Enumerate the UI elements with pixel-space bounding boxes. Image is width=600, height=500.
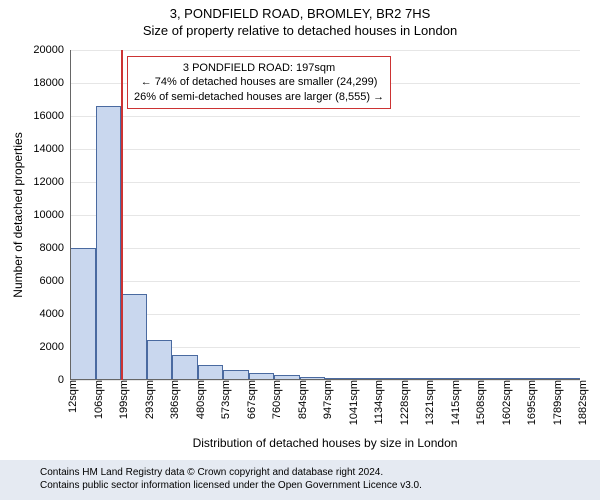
x-tick-label: 1041sqm	[342, 380, 360, 425]
x-tick-label: 1321sqm	[418, 380, 436, 425]
gridline	[70, 182, 580, 183]
footer-line1: Contains HM Land Registry data © Crown c…	[40, 466, 590, 479]
chart-title: 3, PONDFIELD ROAD, BROMLEY, BR2 7HS	[0, 0, 600, 21]
gridline	[70, 314, 580, 315]
x-tick-label: 293sqm	[138, 380, 156, 419]
histogram-bar	[172, 355, 198, 380]
x-tick-label: 386sqm	[163, 380, 181, 419]
x-tick-label: 573sqm	[214, 380, 232, 419]
y-tick-label: 2000	[40, 341, 70, 353]
annotation-line1: 3 PONDFIELD ROAD: 197sqm	[134, 61, 384, 75]
gridline	[70, 281, 580, 282]
x-tick-label: 1789sqm	[546, 380, 564, 425]
y-tick-label: 6000	[40, 275, 70, 287]
x-tick-label: 1415sqm	[444, 380, 462, 425]
annotation-box: 3 PONDFIELD ROAD: 197sqm← 74% of detache…	[127, 56, 391, 109]
y-tick-label: 16000	[33, 110, 70, 122]
x-tick-label: 1134sqm	[367, 380, 385, 424]
plot-area: 0200040006000800010000120001400016000180…	[70, 50, 580, 380]
histogram-bar	[147, 340, 173, 380]
x-tick-label: 106sqm	[87, 380, 105, 419]
x-tick-label: 947sqm	[316, 380, 334, 419]
x-tick-label: 199sqm	[112, 380, 130, 419]
x-tick-label: 12sqm	[61, 380, 79, 413]
x-tick-label: 1228sqm	[393, 380, 411, 425]
property-marker-line	[121, 50, 123, 380]
y-axis-line	[70, 50, 71, 380]
chart-subtitle: Size of property relative to detached ho…	[0, 21, 600, 42]
footer: Contains HM Land Registry data © Crown c…	[0, 460, 600, 500]
histogram-bar	[70, 248, 96, 380]
histogram-bar	[198, 365, 224, 380]
x-axis-label: Distribution of detached houses by size …	[70, 436, 580, 450]
histogram-bar	[121, 294, 147, 380]
annotation-line2: ← 74% of detached houses are smaller (24…	[134, 75, 384, 89]
y-tick-label: 20000	[33, 44, 70, 56]
y-tick-label: 12000	[33, 176, 70, 188]
y-tick-label: 4000	[40, 308, 70, 320]
y-tick-label: 8000	[40, 242, 70, 254]
y-tick-label: 14000	[33, 143, 70, 155]
footer-line2: Contains public sector information licen…	[40, 479, 590, 492]
y-tick-label: 10000	[33, 209, 70, 221]
gridline	[70, 215, 580, 216]
gridline	[70, 116, 580, 117]
y-tick-label: 18000	[33, 77, 70, 89]
x-tick-label: 1695sqm	[520, 380, 538, 425]
x-tick-label: 854sqm	[291, 380, 309, 419]
x-axis-line	[70, 379, 580, 380]
histogram-bar	[96, 106, 122, 380]
x-tick-label: 667sqm	[240, 380, 258, 419]
x-tick-label: 1882sqm	[571, 380, 589, 425]
x-tick-label: 760sqm	[265, 380, 283, 419]
gridline	[70, 149, 580, 150]
annotation-line3: 26% of semi-detached houses are larger (…	[134, 90, 384, 104]
y-axis-label: Number of detached properties	[11, 115, 25, 315]
x-tick-label: 1508sqm	[469, 380, 487, 425]
gridline	[70, 248, 580, 249]
x-tick-label: 1602sqm	[495, 380, 513, 425]
gridline	[70, 50, 580, 51]
x-tick-label: 480sqm	[189, 380, 207, 419]
